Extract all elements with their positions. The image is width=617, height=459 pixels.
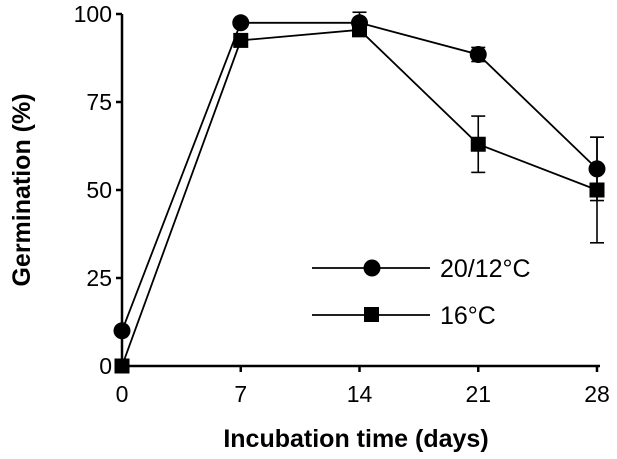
data-point-square (233, 32, 249, 48)
x-tick-label: 0 (116, 381, 129, 407)
legend: 20/12°C 16°C (312, 255, 531, 330)
data-point-square (470, 136, 486, 152)
data-point-square (352, 22, 367, 38)
x-axis: 0 7 14 21 28 (116, 364, 610, 407)
x-tick-label: 21 (465, 381, 491, 407)
y-tick-label: 0 (99, 353, 112, 379)
data-point-square (589, 182, 605, 198)
data-point-circle (469, 45, 487, 63)
x-tick-label: 14 (347, 381, 373, 407)
legend-item-20-12c: 20/12°C (312, 255, 531, 283)
series-16c (114, 22, 605, 374)
x-tick-label: 7 (234, 381, 247, 407)
x-tick-label: 28 (584, 381, 610, 407)
series-line (121, 21, 598, 332)
legend-label-20-12c: 20/12°C (440, 255, 531, 283)
y-tick-label: 75 (86, 89, 112, 115)
data-point-circle (113, 322, 131, 340)
legend-label-16c: 16°C (440, 302, 496, 330)
y-tick-label: 100 (74, 1, 112, 27)
y-tick-label: 50 (86, 177, 112, 203)
plot-area (113, 11, 606, 374)
legend-item-16c: 16°C (312, 302, 496, 330)
x-axis-title: Incubation time (days) (223, 425, 488, 453)
y-tick-label: 25 (86, 265, 112, 291)
legend-marker-circle (363, 259, 381, 277)
legend-marker-square (364, 307, 379, 322)
data-point-square (114, 358, 130, 374)
series-20-12c (113, 11, 606, 340)
y-axis: 0 25 50 75 100 (74, 1, 124, 379)
data-point-circle (232, 14, 250, 32)
y-axis-title: Germination (%) (8, 93, 36, 286)
